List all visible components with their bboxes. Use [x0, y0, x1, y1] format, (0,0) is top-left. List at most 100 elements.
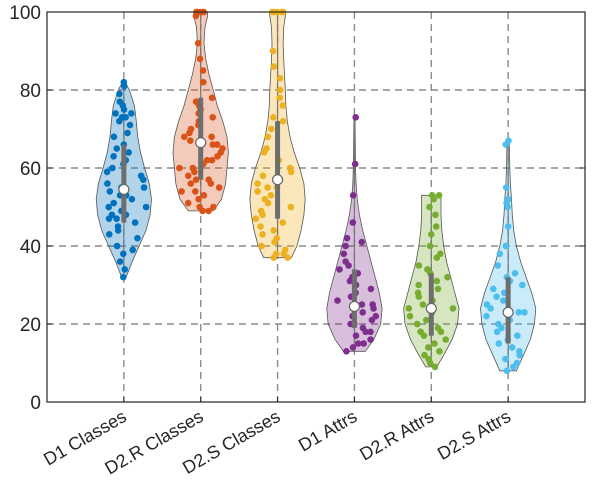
median-marker — [348, 300, 361, 313]
data-point — [406, 312, 414, 320]
data-point — [279, 102, 287, 109]
data-point — [426, 203, 433, 211]
data-point — [493, 328, 501, 336]
data-point — [420, 332, 428, 340]
data-point — [185, 172, 192, 180]
data-point — [120, 273, 127, 281]
data-point — [436, 348, 443, 355]
data-point — [343, 348, 350, 355]
data-point — [500, 297, 507, 304]
data-point — [200, 78, 207, 86]
data-point — [433, 254, 441, 261]
data-point — [257, 223, 264, 230]
data-point — [284, 254, 292, 261]
iqr-box — [121, 144, 127, 223]
violin-2 — [172, 8, 229, 215]
data-point — [110, 153, 117, 160]
data-point — [254, 180, 261, 187]
data-point — [210, 203, 217, 211]
data-point — [106, 188, 114, 195]
data-point — [213, 141, 221, 148]
data-point — [431, 340, 438, 347]
data-point — [208, 94, 216, 102]
data-point — [352, 332, 360, 340]
data-point — [258, 242, 265, 250]
data-point — [287, 168, 295, 176]
data-point — [279, 117, 287, 125]
violin-6 — [480, 137, 537, 375]
data-point — [351, 160, 359, 168]
data-point — [120, 82, 128, 90]
data-point — [503, 367, 511, 375]
median-marker — [271, 174, 284, 186]
data-point — [425, 344, 432, 351]
data-point — [270, 114, 277, 121]
data-point — [110, 133, 118, 141]
violins — [95, 8, 537, 375]
data-point — [279, 219, 287, 226]
data-point — [208, 156, 216, 164]
data-point — [192, 188, 199, 195]
data-point — [343, 234, 351, 242]
data-point — [252, 215, 260, 222]
data-point — [370, 305, 377, 312]
data-point — [359, 309, 367, 316]
data-point — [192, 176, 200, 183]
median-marker — [502, 306, 514, 318]
data-point — [192, 12, 200, 20]
data-point — [140, 184, 148, 191]
data-point — [113, 242, 121, 250]
data-point — [264, 199, 272, 207]
data-point — [276, 75, 284, 82]
data-point — [205, 207, 212, 215]
data-point — [504, 223, 512, 230]
data-point — [349, 219, 357, 226]
data-point — [516, 351, 523, 359]
data-point — [259, 172, 267, 180]
data-point — [120, 106, 128, 113]
iqr-box — [351, 269, 357, 328]
violin-1 — [95, 78, 152, 281]
data-point — [349, 192, 357, 199]
data-point — [271, 238, 278, 246]
data-point — [124, 129, 131, 137]
data-point — [264, 133, 272, 141]
data-point — [428, 231, 435, 238]
data-point — [498, 324, 505, 332]
data-point — [437, 328, 445, 336]
data-point — [270, 63, 278, 70]
data-point — [128, 110, 135, 117]
x-tick-label: D2.R Attrs — [356, 406, 437, 464]
data-point — [444, 273, 451, 281]
median-marker — [425, 302, 437, 314]
data-point — [334, 297, 341, 304]
data-point — [433, 277, 441, 285]
violin-4 — [326, 114, 383, 355]
data-point — [502, 184, 510, 191]
data-point — [276, 94, 284, 102]
violin-3 — [249, 8, 306, 261]
data-point — [430, 195, 438, 203]
iqr-box — [275, 121, 281, 219]
data-point — [125, 149, 132, 156]
x-tick-label: D2.S Attrs — [434, 406, 514, 464]
data-point — [194, 39, 202, 47]
data-point — [270, 227, 278, 234]
y-tick-label: 0 — [30, 393, 41, 414]
data-point — [368, 316, 376, 324]
data-point — [121, 266, 129, 273]
data-point — [490, 285, 497, 293]
data-point — [142, 203, 150, 211]
data-point — [502, 355, 509, 363]
data-point — [276, 86, 284, 94]
data-point — [113, 145, 120, 152]
data-point — [358, 301, 366, 308]
data-point — [254, 188, 261, 195]
data-point — [442, 336, 450, 343]
y-tick-label: 60 — [20, 159, 41, 180]
data-point — [181, 133, 188, 141]
data-point — [432, 211, 439, 219]
data-point — [515, 309, 523, 316]
data-point — [360, 340, 368, 347]
